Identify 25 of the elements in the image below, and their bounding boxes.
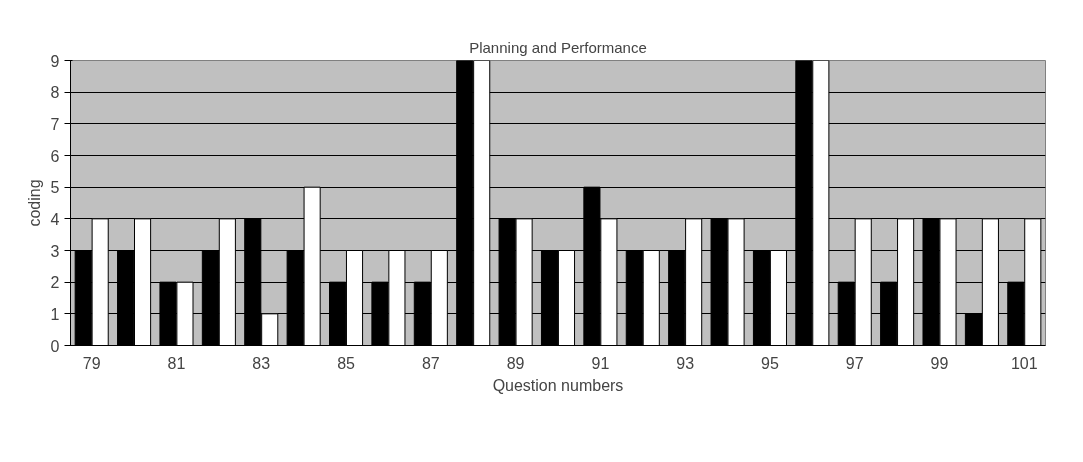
y-tick-label: 9 xyxy=(50,52,60,70)
x-tick-label: 89 xyxy=(506,354,525,372)
y-tick-label: 1 xyxy=(50,305,60,323)
y-tick-label: 5 xyxy=(50,179,60,197)
x-tick-label: 101 xyxy=(1010,354,1038,372)
y-tick-label: 4 xyxy=(50,210,60,228)
x-axis-title: Question numbers xyxy=(492,376,624,394)
chart-title: Planning and Performance xyxy=(469,38,647,56)
x-tick-label: 93 xyxy=(676,354,695,372)
y-tick-label: 2 xyxy=(50,274,60,292)
x-tick-label: 97 xyxy=(845,354,864,372)
y-tick-label: 6 xyxy=(50,147,60,165)
y-axis-title: coding xyxy=(25,179,43,227)
x-tick-label: 81 xyxy=(167,354,186,372)
x-tick-label: 95 xyxy=(761,354,779,372)
x-tick-label: 87 xyxy=(421,354,440,372)
x-tick-label: 79 xyxy=(82,354,101,372)
x-tick-label: 91 xyxy=(591,354,610,372)
x-tick-label: 99 xyxy=(930,354,949,372)
y-tick-label: 8 xyxy=(50,84,60,102)
y-tick-label: 0 xyxy=(50,337,60,355)
y-tick-label: 7 xyxy=(50,115,60,133)
x-tick-label: 85 xyxy=(337,354,356,372)
x-tick-label: 83 xyxy=(252,354,271,372)
y-tick-label: 3 xyxy=(50,242,60,260)
